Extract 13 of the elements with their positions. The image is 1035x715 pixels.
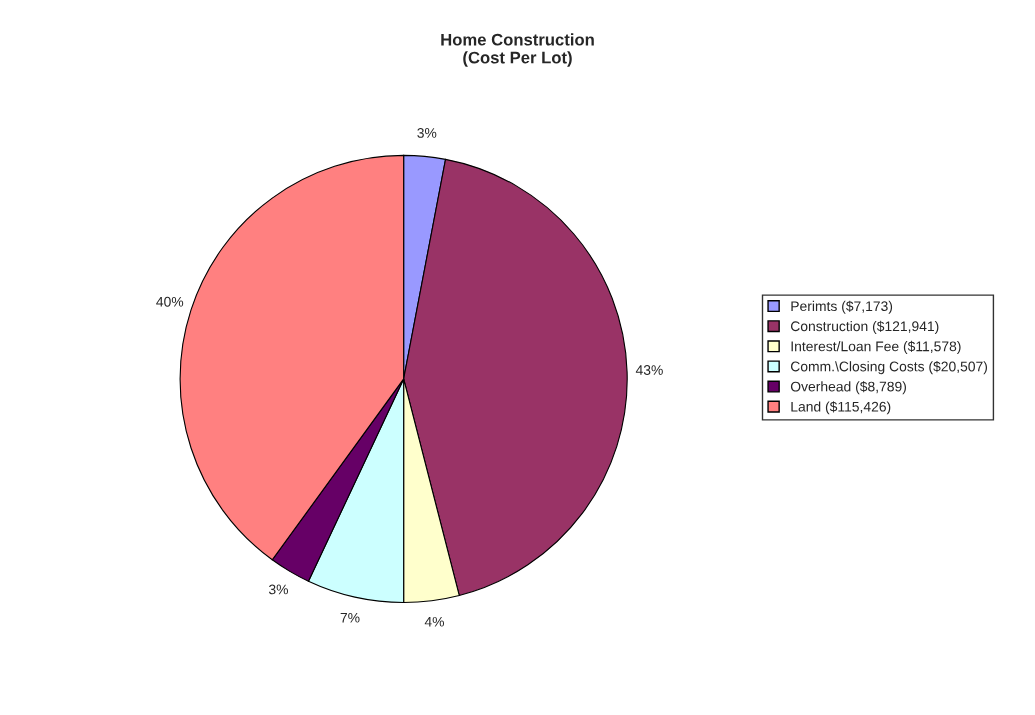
legend-label: Interest/Loan Fee ($11,578) [791, 340, 961, 355]
data-label: 43% [635, 365, 663, 375]
legend-label: Construction ($121,941) [790, 320, 939, 334]
data-label: 3% [268, 584, 289, 595]
legend-label: Comm.\Closing Costs ($20,507) [790, 360, 988, 375]
data-label: 40% [156, 296, 184, 307]
data-label: 7% [340, 612, 360, 623]
data-label: 4% [424, 616, 445, 627]
legend-label: Overhead ($8,789) [790, 381, 906, 395]
legend-label: Perimts ($7,173) [791, 300, 893, 314]
legend-label: Land ($115,426) [791, 401, 891, 415]
data-label: 3% [417, 128, 437, 138]
chart-title: Home Construction (Cost Per Lot) [441, 33, 594, 67]
